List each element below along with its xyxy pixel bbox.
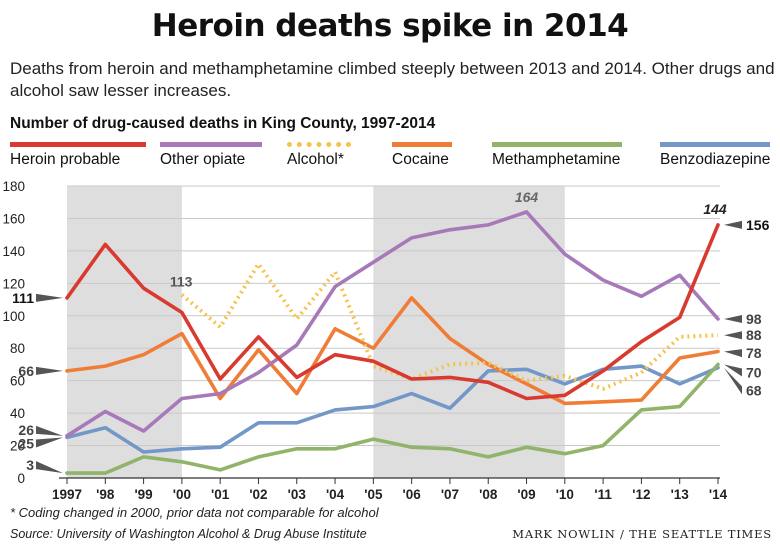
legend-label: Heroin probable (10, 151, 121, 168)
shaded-period-2 (373, 186, 565, 478)
x-tick-label: '99 (134, 487, 152, 502)
y-tick-label: 140 (2, 244, 25, 259)
x-tick-label: '04 (326, 487, 345, 502)
start-value-label: 66 (18, 363, 34, 379)
legend-label: Methamphetamine (492, 151, 621, 168)
x-tick-label: '05 (364, 487, 383, 502)
x-tick-label: '00 (173, 487, 191, 502)
end-pointer (724, 220, 742, 229)
end-pointer (724, 367, 742, 395)
x-tick-label: '14 (709, 487, 728, 502)
x-tick-label: '98 (96, 487, 115, 502)
start-pointer (36, 425, 63, 436)
series-line-heroin-probable (65, 223, 720, 401)
start-pointer (36, 366, 63, 375)
y-tick-label: 60 (10, 374, 25, 389)
y-tick-label: 0 (17, 471, 25, 486)
page-subtitle: Deaths from heroin and methamphetamine c… (10, 59, 775, 100)
legend-swatch (10, 142, 146, 147)
chart-legend: Heroin probable Other opiate Alcohol* Cocai… (0, 138, 780, 172)
legend-swatch (660, 142, 770, 147)
x-tick-label: '07 (441, 487, 459, 502)
series-line-benzodiazepine (65, 364, 720, 454)
legend-swatch (392, 142, 452, 147)
end-pointer (724, 331, 742, 340)
legend-label: Benzodiazepine (660, 151, 771, 168)
end-pointer (724, 364, 742, 377)
y-tick-label: 160 (2, 211, 25, 226)
x-tick-label: '13 (671, 487, 690, 502)
page-title: Heroin deaths spike in 2014 (151, 8, 629, 44)
x-tick-label: '12 (632, 487, 650, 502)
series-line-other-opiate (65, 210, 720, 438)
x-tick-label: '11 (594, 487, 612, 502)
x-tick-label: '01 (211, 487, 230, 502)
end-value-label: 98 (746, 311, 762, 327)
x-tick-label: '10 (556, 487, 574, 502)
series-line-cocaine (65, 296, 720, 406)
y-tick-label: 20 (10, 439, 25, 454)
y-tick-label: 180 (2, 179, 25, 194)
chart-credit: MARK NOWLIN / THE SEATTLE TIMES (512, 527, 772, 541)
x-tick-label: 1997 (52, 487, 82, 502)
x-tick-label: '09 (517, 487, 535, 502)
x-tick-label: '08 (479, 487, 498, 502)
chart-footnote: * Coding changed in 2000, prior data not… (10, 505, 379, 520)
end-value-label: 88 (746, 327, 762, 343)
start-pointer (36, 437, 63, 448)
legend-label: Other opiate (160, 151, 246, 168)
end-pointer (724, 349, 742, 358)
alcohol-start-label: 113 (170, 274, 193, 290)
start-pointer (36, 461, 63, 474)
legend-swatch (287, 142, 351, 147)
chart-title: Number of drug-caused deaths in King Cou… (10, 115, 436, 132)
y-tick-label: 120 (2, 276, 25, 291)
series-line-methamphetamine (65, 362, 720, 475)
start-value-label: 3 (26, 457, 34, 473)
legend-swatch (492, 142, 622, 147)
x-tick-label: '02 (249, 487, 267, 502)
start-value-label: 26 (18, 422, 34, 438)
legend-label: Alcohol* (287, 151, 344, 168)
x-tick-label: '06 (403, 487, 422, 502)
end-value-label: 78 (746, 345, 762, 361)
y-tick-label: 40 (10, 406, 25, 421)
line-chart: 0 20 40 60 80 100 120 140 160 180 1997 '98 '99 '00 '01… (2, 179, 770, 502)
end-pointer (724, 315, 742, 324)
start-value-label: 111 (12, 290, 34, 306)
y-tick-label: 80 (10, 341, 25, 356)
end-value-label: 70 (746, 365, 762, 381)
legend-swatch (160, 142, 262, 147)
opiate-peak-label: 164 (515, 189, 539, 205)
chart-source: Source: University of Washington Alcohol… (10, 527, 367, 541)
legend-label: Cocaine (392, 151, 449, 168)
start-value-label: 25 (18, 435, 34, 451)
y-tick-label: 100 (2, 309, 25, 324)
heroin-peak-label: 144 (703, 201, 727, 217)
start-pointer (36, 293, 63, 302)
x-tick-label: '03 (288, 487, 307, 502)
end-value-label: 156 (746, 217, 770, 233)
end-value-label: 68 (746, 382, 762, 398)
shaded-period-1 (67, 186, 182, 478)
